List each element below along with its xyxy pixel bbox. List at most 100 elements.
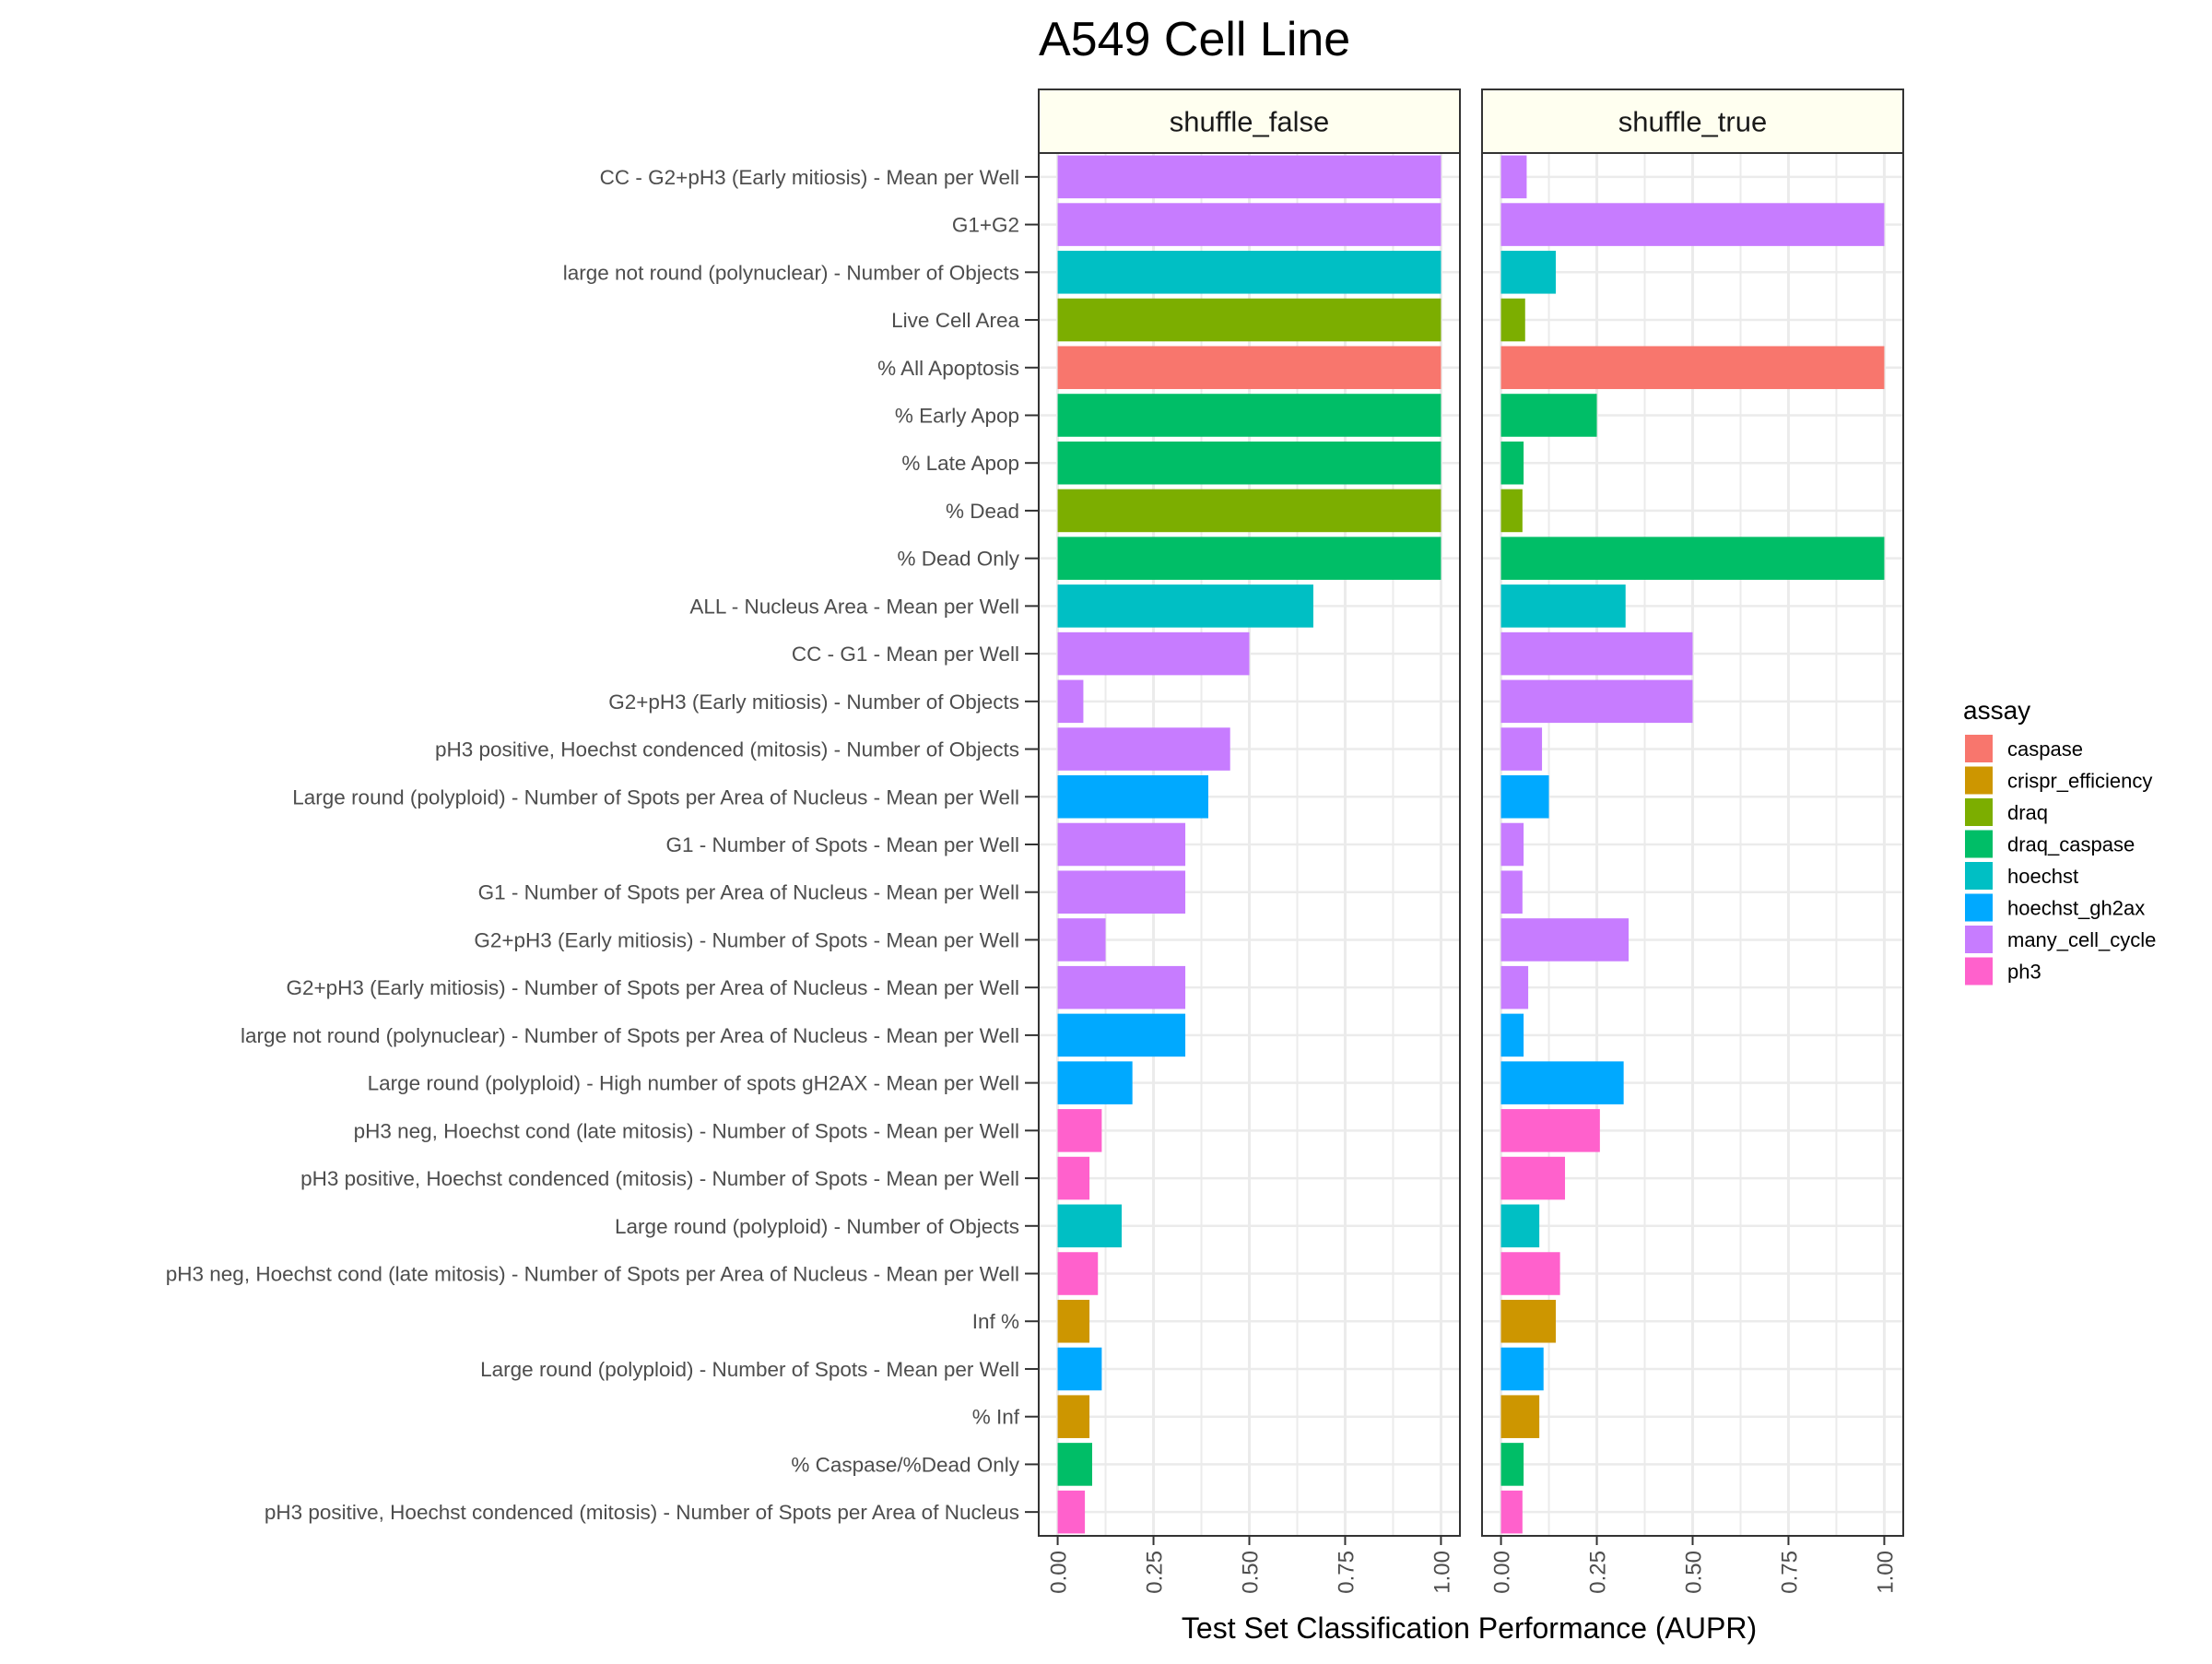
bar [1057,1156,1090,1200]
legend-label: draq_caspase [2007,833,2135,856]
y-tick-label: G1+G2 [952,214,1019,237]
legend-label: hoechst [2007,865,2078,888]
y-tick-label: % Dead Only [897,548,1019,571]
bar [1500,1443,1524,1486]
legend-label: draq [2007,801,2048,824]
bar [1057,203,1441,246]
legend-label: ph3 [2007,961,2041,984]
bar [1057,251,1441,294]
y-tick-label: % Early Apop [895,404,1019,427]
bar [1057,394,1441,437]
bar [1500,775,1549,819]
bar [1057,1061,1133,1104]
bar [1057,679,1084,724]
bar [1500,584,1626,628]
bar [1057,822,1186,867]
panel-shuffle_false: shuffle_false 0.00 0.25 0.50 0.75 1.00 [1038,89,1461,1594]
y-tick-label: Large round (polyploid) - Number of Obje… [615,1215,1019,1238]
chart-title: A549 Cell Line [1039,13,1350,66]
y-tick-label: Live Cell Area [891,309,1019,332]
facet-strip [1038,89,1461,154]
legend-label: hoechst_gh2ax [2007,897,2145,920]
y-tick-label: CC - G1 - Mean per Well [792,643,1019,666]
y-axis-labels: CC - G2+pH3 (Early mitiosis) - Mean per … [166,166,1039,1524]
y-tick-label: G2+pH3 (Early mitiosis) - Number of Spot… [286,976,1019,999]
bar [1500,918,1630,962]
y-tick-label: % Late Apop [901,452,1019,475]
bar [1057,1443,1092,1486]
bar [1057,155,1441,199]
legend-swatch [1965,862,1993,890]
bar [1057,727,1230,771]
bar [1500,394,1597,437]
bar [1500,965,1529,1009]
bar [1500,1252,1560,1295]
y-tick-label: pH3 neg, Hoechst cond (late mitosis) - N… [166,1263,1019,1286]
x-tick-label: 0.00 [1490,1551,1515,1594]
bar [1057,1490,1086,1534]
bar [1500,1013,1524,1057]
x-tick-label: 0.25 [1586,1551,1611,1594]
bar [1057,965,1186,1009]
facet-strip [1481,89,1904,154]
x-tick-label: 0.25 [1143,1551,1168,1594]
y-tick-label: Large round (polyploid) - Number of Spot… [292,785,1019,808]
x-tick-label: 1.00 [1430,1551,1454,1594]
bar [1500,1109,1600,1152]
bar [1500,298,1525,342]
bar [1500,251,1557,294]
y-tick-label: G2+pH3 (Early mitiosis) - Number of Obje… [608,690,1019,714]
bar [1057,1013,1186,1057]
x-tick-label: 0.50 [1239,1551,1264,1594]
y-tick-label: CC - G2+pH3 (Early mitiosis) - Mean per … [600,166,1019,189]
y-tick-label: G2+pH3 (Early mitiosis) - Number of Spot… [474,928,1019,951]
bar [1057,1109,1102,1152]
y-tick-label: Large round (polyploid) - High number of… [368,1072,1019,1095]
legend-label: many_cell_cycle [2007,928,2156,951]
bar [1500,203,1885,246]
bar [1500,631,1693,676]
bar [1057,298,1441,342]
bar [1057,1204,1123,1248]
bar [1500,1061,1624,1104]
panel-shuffle_true: shuffle_true 0.00 0.25 0.50 0.75 1.00 [1481,89,1904,1594]
x-tick-label: 0.50 [1682,1551,1707,1594]
bar [1500,346,1885,390]
legend-label: caspase [2007,738,2083,761]
y-tick-label: pH3 positive, Hoechst condenced (mitosis… [265,1501,1019,1524]
y-tick-label: ALL - Nucleus Area - Mean per Well [689,595,1019,618]
x-tick-label: 1.00 [1873,1551,1898,1594]
bar [1500,1204,1540,1248]
bar [1500,1299,1557,1343]
bar [1500,441,1524,485]
y-tick-label: large not round (polynuclear) - Number o… [563,261,1019,284]
bar [1057,918,1106,962]
bar [1500,822,1524,867]
y-tick-label: % Inf [972,1406,1020,1429]
y-tick-label: % Caspase/%Dead Only [791,1453,1019,1476]
bar [1057,775,1209,819]
y-tick-label: pH3 positive, Hoechst condenced (mitosis… [300,1167,1019,1190]
y-tick-label: Inf % [972,1310,1019,1333]
y-tick-label: pH3 positive, Hoechst condenced (mitosis… [435,738,1019,761]
legend-swatch [1965,766,1993,795]
legend-swatch [1965,830,1993,858]
legend-swatch [1965,926,1993,953]
bar [1500,727,1543,771]
facet-strip-label: shuffle_false [1170,106,1330,138]
x-tick-label: 0.75 [1777,1551,1802,1594]
y-tick-label: pH3 neg, Hoechst cond (late mitosis) - N… [354,1119,1019,1142]
legend-swatch [1965,957,1993,985]
bar [1057,537,1441,580]
bar [1500,489,1523,533]
x-tick-label: 0.75 [1334,1551,1359,1594]
x-axis-title: Test Set Classification Performance (AUP… [1182,1611,1757,1645]
x-tick-label: 0.00 [1047,1551,1072,1594]
facet-strip-label: shuffle_true [1618,106,1767,138]
bar [1057,1347,1102,1391]
bar [1057,584,1313,628]
legend-swatch [1965,798,1993,826]
